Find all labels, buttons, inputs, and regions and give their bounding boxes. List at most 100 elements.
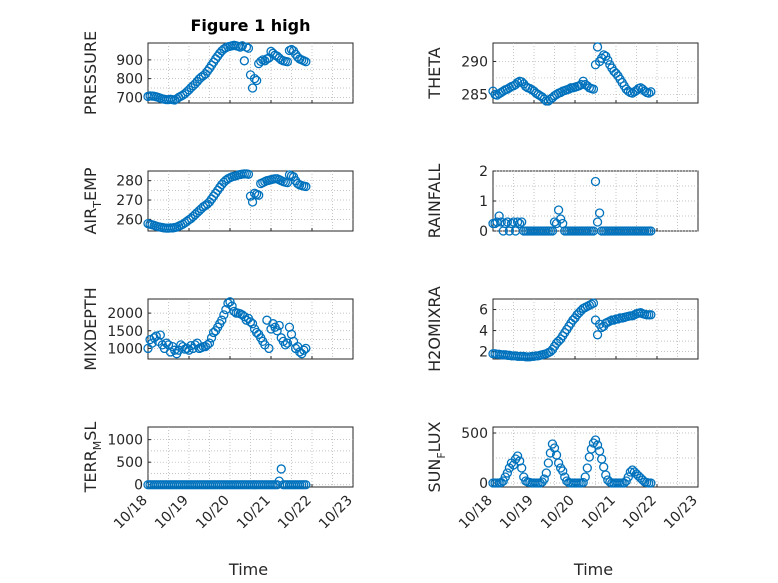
data-point: [646, 87, 656, 97]
series-markers: [143, 40, 311, 105]
data-point: [219, 310, 229, 320]
data-point: [594, 208, 605, 218]
y-axis-label-sun-flux: SUNFLUX: [425, 421, 448, 492]
y-axis-label-theta: THETA: [425, 47, 444, 99]
series-markers: [488, 176, 656, 236]
series-markers: [488, 298, 656, 362]
y-tick-label: 500: [461, 426, 488, 442]
x-axis-label: Time: [228, 560, 268, 579]
y-tick-label: 1000: [107, 341, 143, 357]
data-point: [580, 472, 590, 482]
subplot-rainfall: 0 1 2 RAINFALL: [425, 164, 699, 240]
y-tick-label: 0: [479, 476, 488, 492]
data-point: [590, 176, 601, 187]
data-point: [266, 324, 276, 334]
data-point: [282, 338, 293, 348]
data-point: [646, 310, 656, 320]
y-axis-label-rainfall: RAINFALL: [425, 164, 444, 239]
data-point: [243, 43, 254, 53]
y-tick-label: 285: [461, 87, 488, 103]
data-point: [625, 467, 635, 477]
chart-title: Figure 1 high: [191, 16, 311, 35]
y-tick-label: 0: [479, 224, 488, 240]
data-point: [517, 463, 527, 473]
data-point: [155, 330, 165, 340]
y-axis-label-pressure: PRESSURE: [81, 31, 100, 115]
series-markers: [143, 464, 311, 490]
data-point: [301, 343, 311, 354]
data-point: [151, 331, 161, 341]
y-tick-label: 2: [479, 164, 488, 180]
data-point: [512, 217, 523, 227]
data-point: [592, 330, 603, 340]
y-axis-label-h2omixra: H2OMIXRA: [425, 286, 444, 372]
data-point: [206, 333, 217, 343]
data-point: [539, 474, 549, 484]
data-point: [515, 218, 525, 229]
data-point: [243, 169, 254, 179]
data-point: [247, 83, 258, 93]
data-point: [217, 315, 227, 325]
y-axis-label-terr-msl: TERRMSL: [81, 422, 104, 494]
data-point: [204, 338, 215, 348]
y-tick-label: 700: [116, 90, 143, 106]
y-tick-label: 2000: [107, 306, 143, 322]
data-point: [553, 458, 564, 468]
data-point: [646, 478, 656, 488]
series-markers: [488, 435, 656, 488]
x-axis-label: Time: [573, 560, 613, 579]
y-tick-label: 290: [461, 54, 488, 70]
y-tick-label: 0: [134, 478, 143, 494]
data-point: [239, 56, 250, 66]
y-tick-label: 260: [116, 212, 143, 228]
data-point: [578, 477, 588, 488]
data-point: [564, 84, 574, 94]
data-point: [512, 77, 523, 88]
data-point: [646, 226, 656, 236]
data-point: [490, 218, 500, 229]
data-point: [256, 56, 266, 67]
data-point: [556, 214, 566, 224]
data-point: [502, 468, 513, 478]
data-point: [543, 458, 553, 468]
data-point: [225, 297, 235, 307]
y-axis-label-mixdepth: MIXDEPTH: [81, 287, 100, 370]
data-point: [237, 41, 247, 51]
data-point: [254, 190, 264, 200]
data-point: [276, 464, 286, 474]
data-point: [601, 470, 611, 480]
data-point: [251, 75, 262, 86]
series-markers: [488, 42, 656, 106]
data-point: [588, 84, 599, 94]
data-point: [494, 211, 504, 221]
data-point: [592, 42, 603, 52]
data-point: [512, 451, 523, 461]
series-markers: [143, 169, 311, 233]
data-point: [272, 326, 282, 336]
data-point: [245, 317, 256, 327]
y-tick-label: 2: [479, 345, 488, 361]
data-point: [582, 463, 592, 473]
data-point: [249, 73, 260, 84]
data-point: [301, 480, 311, 490]
data-point: [247, 197, 258, 207]
subplot-theta: 285 290 THETA: [425, 42, 699, 106]
data-point: [517, 217, 527, 227]
data-point: [588, 298, 599, 308]
data-point: [541, 468, 551, 478]
data-point: [202, 340, 213, 350]
data-point: [603, 55, 613, 65]
y-tick-label: 1000: [107, 433, 143, 449]
data-point: [301, 181, 311, 192]
y-tick-label: 800: [116, 72, 143, 88]
y-tick-label: 900: [116, 53, 143, 69]
data-point: [282, 57, 293, 67]
subplot-pressure: 700 800 900 PRESSURE Figure 1 high: [81, 16, 354, 115]
y-tick-label: 4: [479, 324, 488, 340]
data-point: [558, 466, 568, 476]
data-point: [644, 88, 654, 98]
data-point: [184, 345, 194, 355]
y-tick-label: 1: [479, 194, 488, 210]
data-point: [247, 319, 258, 329]
